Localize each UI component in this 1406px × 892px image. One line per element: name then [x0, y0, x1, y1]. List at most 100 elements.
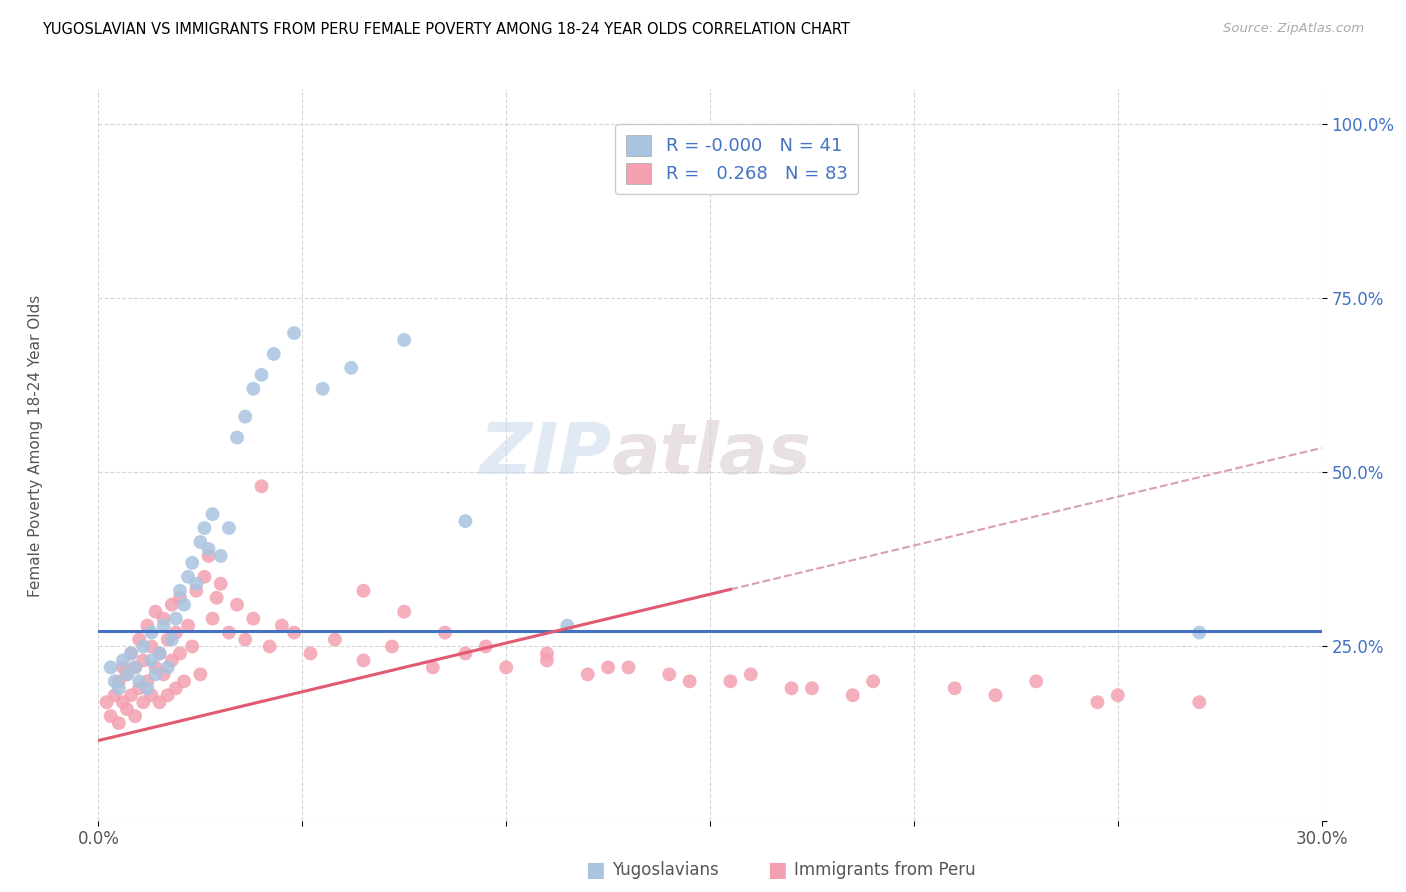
- Point: [617, 660, 640, 674]
- Point: [136, 681, 159, 696]
- Point: [169, 591, 191, 605]
- Point: [434, 625, 457, 640]
- Point: [352, 653, 374, 667]
- Point: [392, 605, 416, 619]
- Point: [984, 688, 1007, 702]
- Point: [152, 612, 174, 626]
- Point: [115, 667, 138, 681]
- Point: [173, 598, 195, 612]
- Point: [156, 688, 179, 702]
- Point: [120, 647, 142, 661]
- Point: [454, 514, 477, 528]
- Text: Immigrants from Peru: Immigrants from Peru: [794, 861, 976, 879]
- Point: [454, 647, 477, 661]
- Point: [145, 667, 167, 681]
- Point: [259, 640, 281, 654]
- Point: [149, 647, 172, 661]
- Point: [128, 681, 150, 696]
- Point: [283, 625, 305, 640]
- Point: [312, 382, 335, 396]
- Point: [495, 660, 517, 674]
- Point: [132, 653, 155, 667]
- Point: [111, 660, 134, 674]
- Point: [233, 632, 256, 647]
- Point: [124, 660, 146, 674]
- Point: [352, 583, 374, 598]
- Text: atlas: atlas: [612, 420, 811, 490]
- Point: [156, 632, 179, 647]
- Point: [124, 660, 146, 674]
- Point: [115, 667, 138, 681]
- Point: [205, 591, 228, 605]
- Point: [141, 653, 163, 667]
- Point: [111, 653, 134, 667]
- Text: YUGOSLAVIAN VS IMMIGRANTS FROM PERU FEMALE POVERTY AMONG 18-24 YEAR OLDS CORRELA: YUGOSLAVIAN VS IMMIGRANTS FROM PERU FEMA…: [42, 22, 851, 37]
- Point: [658, 667, 681, 681]
- Point: [201, 612, 224, 626]
- Point: [242, 382, 264, 396]
- Point: [136, 674, 159, 689]
- Point: [1188, 695, 1211, 709]
- Point: [145, 605, 167, 619]
- Point: [181, 640, 204, 654]
- Point: [165, 681, 187, 696]
- Point: [141, 625, 163, 640]
- Point: [841, 688, 863, 702]
- Point: [209, 576, 232, 591]
- Point: [250, 479, 273, 493]
- Point: [100, 660, 122, 674]
- Point: [576, 667, 599, 681]
- Point: [1085, 695, 1108, 709]
- Point: [104, 688, 127, 702]
- Point: [108, 681, 131, 696]
- Point: [165, 612, 187, 626]
- Point: [218, 625, 240, 640]
- Point: [156, 660, 179, 674]
- Point: [218, 521, 240, 535]
- Point: [718, 674, 742, 689]
- Point: [263, 347, 285, 361]
- Point: [181, 556, 204, 570]
- Point: [120, 647, 142, 661]
- Point: [132, 640, 155, 654]
- Point: [152, 618, 174, 632]
- Point: [193, 570, 215, 584]
- Point: [115, 702, 138, 716]
- Text: Source: ZipAtlas.com: Source: ZipAtlas.com: [1223, 22, 1364, 36]
- Point: [209, 549, 232, 563]
- Point: [226, 430, 249, 444]
- Point: [188, 535, 212, 549]
- Point: [862, 674, 884, 689]
- Legend: R = -0.000   N = 41, R =   0.268   N = 83: R = -0.000 N = 41, R = 0.268 N = 83: [614, 124, 858, 194]
- Point: [132, 695, 155, 709]
- Point: [145, 660, 167, 674]
- Point: [474, 640, 498, 654]
- Point: [598, 660, 620, 674]
- Point: [323, 632, 346, 647]
- Point: [193, 521, 215, 535]
- Point: [801, 681, 824, 696]
- Point: [124, 709, 146, 723]
- Point: [1107, 688, 1129, 702]
- Point: [100, 709, 122, 723]
- Point: [197, 541, 219, 556]
- Point: [943, 681, 966, 696]
- Point: [740, 667, 762, 681]
- Point: [270, 618, 294, 632]
- Point: [226, 598, 249, 612]
- Text: Female Poverty Among 18-24 Year Olds: Female Poverty Among 18-24 Year Olds: [28, 295, 42, 597]
- Point: [186, 583, 208, 598]
- Point: [108, 716, 131, 731]
- Point: [1188, 625, 1211, 640]
- Point: [160, 653, 183, 667]
- Point: [111, 695, 134, 709]
- Point: [381, 640, 404, 654]
- Point: [141, 688, 163, 702]
- Point: [177, 570, 200, 584]
- Point: [96, 695, 118, 709]
- Text: ■: ■: [768, 860, 787, 880]
- Point: [136, 618, 159, 632]
- Point: [160, 632, 183, 647]
- Point: [141, 640, 163, 654]
- Point: [299, 647, 322, 661]
